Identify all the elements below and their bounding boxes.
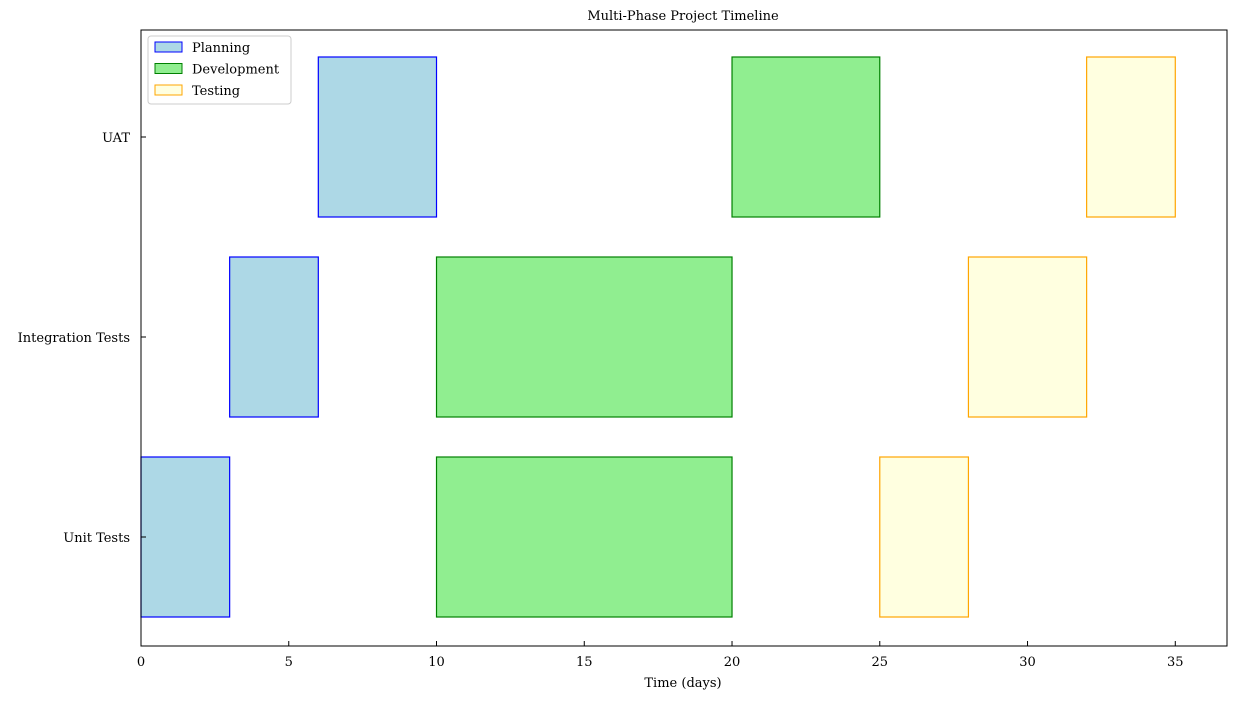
legend-entry-label: Development — [192, 63, 280, 78]
timeline-bar — [229, 256, 319, 418]
legend-entry-label: Planning — [192, 41, 250, 56]
timeline-bar — [435, 256, 733, 418]
y-tick-label: Unit Tests — [63, 531, 130, 546]
x-tick-label: 20 — [724, 655, 741, 670]
legend-swatch — [154, 63, 183, 74]
chart-title: Multi-Phase Project Timeline — [587, 9, 779, 24]
timeline-bar — [879, 456, 970, 618]
y-tick-label: UAT — [102, 131, 130, 146]
y-axis: Unit Tests Integration Tests UAT — [18, 131, 146, 546]
timeline-bar — [1086, 56, 1176, 218]
timeline-bar — [435, 456, 733, 618]
timeline-bar — [731, 56, 881, 218]
timeline-bar — [140, 456, 231, 618]
legend: Planning Development Testing — [147, 35, 292, 105]
x-tick-label: 35 — [1167, 655, 1184, 670]
x-tick-label: 10 — [428, 655, 445, 670]
x-tick-label: 30 — [1019, 655, 1036, 670]
y-tick-label: Integration Tests — [18, 331, 130, 346]
x-tick-label: 25 — [872, 655, 889, 670]
plot-area-frame — [140, 29, 1228, 647]
bars-layer — [140, 56, 1176, 618]
timeline-bar — [967, 256, 1088, 418]
x-axis-label: Time (days) — [644, 676, 721, 691]
timeline-bar — [317, 56, 438, 218]
x-tick-label: 15 — [576, 655, 593, 670]
legend-swatch — [154, 41, 183, 53]
legend-box — [147, 35, 292, 105]
x-tick-label: 5 — [285, 655, 293, 670]
x-axis: 0 5 10 15 20 25 30 35 — [137, 641, 1184, 670]
legend-swatch — [154, 84, 183, 96]
x-tick-label: 0 — [137, 655, 145, 670]
legend-entry-label: Testing — [192, 84, 240, 99]
